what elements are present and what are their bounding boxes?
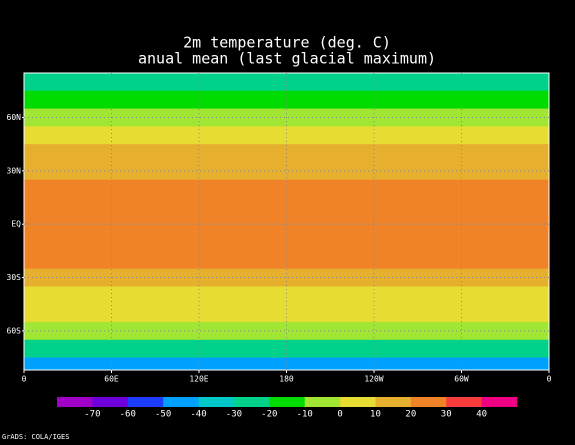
- x-tick-label: 60E: [104, 375, 119, 384]
- colorbar-swatch: [269, 397, 305, 407]
- temperature-band: [24, 179, 549, 198]
- colorbar-swatch: [481, 397, 518, 407]
- colorbar-label: -20: [261, 410, 277, 420]
- temperature-band: [24, 126, 549, 145]
- temperature-band: [24, 250, 549, 270]
- x-tick-label: 0: [547, 375, 552, 384]
- temperature-band: [24, 90, 549, 110]
- colorbar-swatch: [57, 397, 93, 407]
- chart-title: 2m temperature (deg. C): [183, 34, 391, 52]
- colorbar-swatch: [340, 397, 376, 407]
- temperature-band: [24, 233, 549, 252]
- y-tick-label: 60S: [7, 326, 22, 335]
- y-tick-label: EQ: [11, 220, 21, 229]
- y-tick-label: 30S: [7, 273, 22, 282]
- temperature-band: [24, 357, 549, 370]
- colorbar-label: -50: [155, 410, 171, 420]
- x-tick-label: 120E: [189, 375, 208, 384]
- temperature-band: [24, 161, 549, 181]
- colorbar-label: -40: [190, 410, 206, 420]
- y-tick-label: 30N: [7, 166, 22, 175]
- x-tick-label: 180: [279, 375, 294, 384]
- colorbar-label: 0: [337, 410, 342, 420]
- temperature-band: [24, 73, 549, 92]
- temperature-band: [24, 197, 549, 216]
- colorbar-swatch: [446, 397, 482, 407]
- chart-subtitle: anual mean (last glacial maximum): [138, 50, 436, 68]
- x-tick-label: 60W: [454, 375, 469, 384]
- colorbar-swatch: [304, 397, 341, 407]
- colorbar-label: -70: [84, 410, 100, 420]
- temperature-band: [24, 339, 549, 359]
- colorbar-swatch: [375, 397, 412, 407]
- colorbar-label: -10: [297, 410, 313, 420]
- colorbar-swatch: [163, 397, 199, 407]
- colorbar-label: 30: [441, 410, 452, 420]
- colorbar-swatch: [233, 397, 270, 407]
- colorbar-label: 10: [370, 410, 381, 420]
- colorbar-swatch: [92, 397, 129, 407]
- x-tick-label: 0: [22, 375, 27, 384]
- x-tick-label: 120W: [364, 375, 383, 384]
- colorbar-swatch: [198, 397, 235, 407]
- footer: GrADS: COLA/IGES: [2, 433, 69, 441]
- y-tick-label: 60N: [7, 113, 22, 122]
- colorbar-label: -30: [226, 410, 242, 420]
- colorbar-label: -60: [120, 410, 136, 420]
- temperature-band: [24, 321, 549, 341]
- colorbar-swatch: [127, 397, 164, 407]
- colorbar-swatch: [410, 397, 447, 407]
- colorbar-label: 20: [405, 410, 416, 420]
- temperature-band: [24, 286, 549, 305]
- colorbar-label: 40: [476, 410, 487, 420]
- temperature-band: [24, 215, 549, 234]
